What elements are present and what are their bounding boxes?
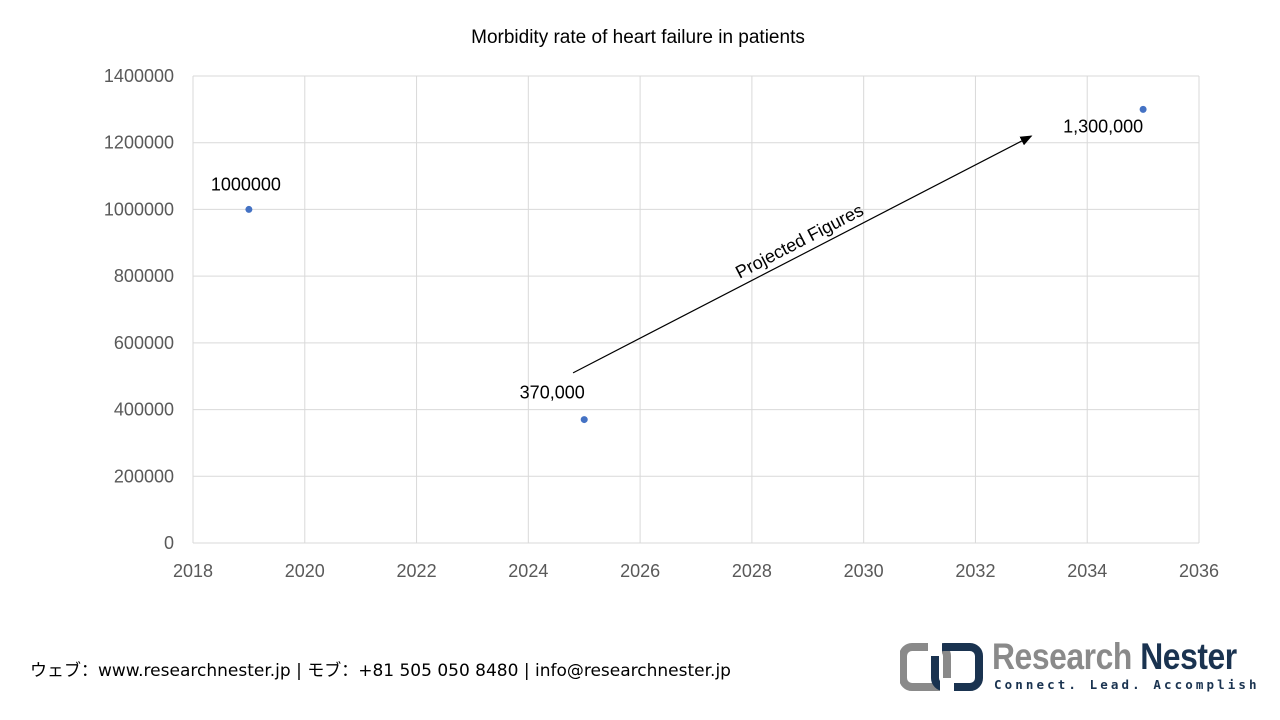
projection-arrow xyxy=(572,135,1033,374)
axis-ticks: 2018 2020 2022 2024 2026 2028 2030 2032 2034 2036… xyxy=(104,66,1219,581)
x-tick-label: 2034 xyxy=(1067,561,1107,581)
y-tick-label: 800000 xyxy=(114,266,174,286)
y-tick-label: 0 xyxy=(164,533,174,553)
data-point xyxy=(1139,105,1147,113)
x-tick-label: 2028 xyxy=(732,561,772,581)
annotation: Projected Figures xyxy=(572,135,1033,374)
y-tick-label: 1200000 xyxy=(104,133,174,153)
x-tick-label: 2032 xyxy=(955,561,995,581)
data-labels: 1000000 370,000 1,300,000 xyxy=(211,116,1143,402)
y-tick-label: 1400000 xyxy=(104,66,174,86)
grid xyxy=(192,75,1200,544)
x-tick-label: 2036 xyxy=(1179,561,1219,581)
data-point xyxy=(245,205,253,213)
x-tick-label: 2018 xyxy=(173,561,213,581)
logo-tagline: Connect. Lead. Accomplish xyxy=(994,677,1260,692)
data-label: 370,000 xyxy=(520,383,585,403)
data-points xyxy=(245,105,1147,424)
y-tick-label: 400000 xyxy=(114,400,174,420)
x-tick-label: 2026 xyxy=(620,561,660,581)
x-tick-label: 2030 xyxy=(844,561,884,581)
y-tick-label: 1000000 xyxy=(104,199,174,219)
logo-name-part2: Nester xyxy=(1140,636,1237,677)
data-point xyxy=(580,416,588,424)
logo-name: Research Nester xyxy=(992,636,1237,678)
chart-title: Morbidity rate of heart failure in patie… xyxy=(471,27,805,48)
research-nester-logo: Research Nester Connect. Lead. Accomplis… xyxy=(900,636,1257,700)
y-tick-label: 200000 xyxy=(114,466,174,486)
data-label: 1,300,000 xyxy=(1063,116,1143,136)
footer-contact: ウェブ：www.researchnester.jp | モブ：+81 505 0… xyxy=(30,661,731,681)
data-label: 1000000 xyxy=(211,174,281,194)
y-tick-label: 600000 xyxy=(114,333,174,353)
scatter-chart: Morbidity rate of heart failure in patie… xyxy=(104,27,1219,581)
x-tick-label: 2020 xyxy=(285,561,325,581)
logo-mark-icon xyxy=(900,642,983,692)
x-tick-label: 2022 xyxy=(397,561,437,581)
logo-name-part1: Research xyxy=(992,636,1132,677)
x-tick-label: 2024 xyxy=(508,561,548,581)
chart: Morbidity rate of heart failure in patie… xyxy=(104,27,1219,581)
